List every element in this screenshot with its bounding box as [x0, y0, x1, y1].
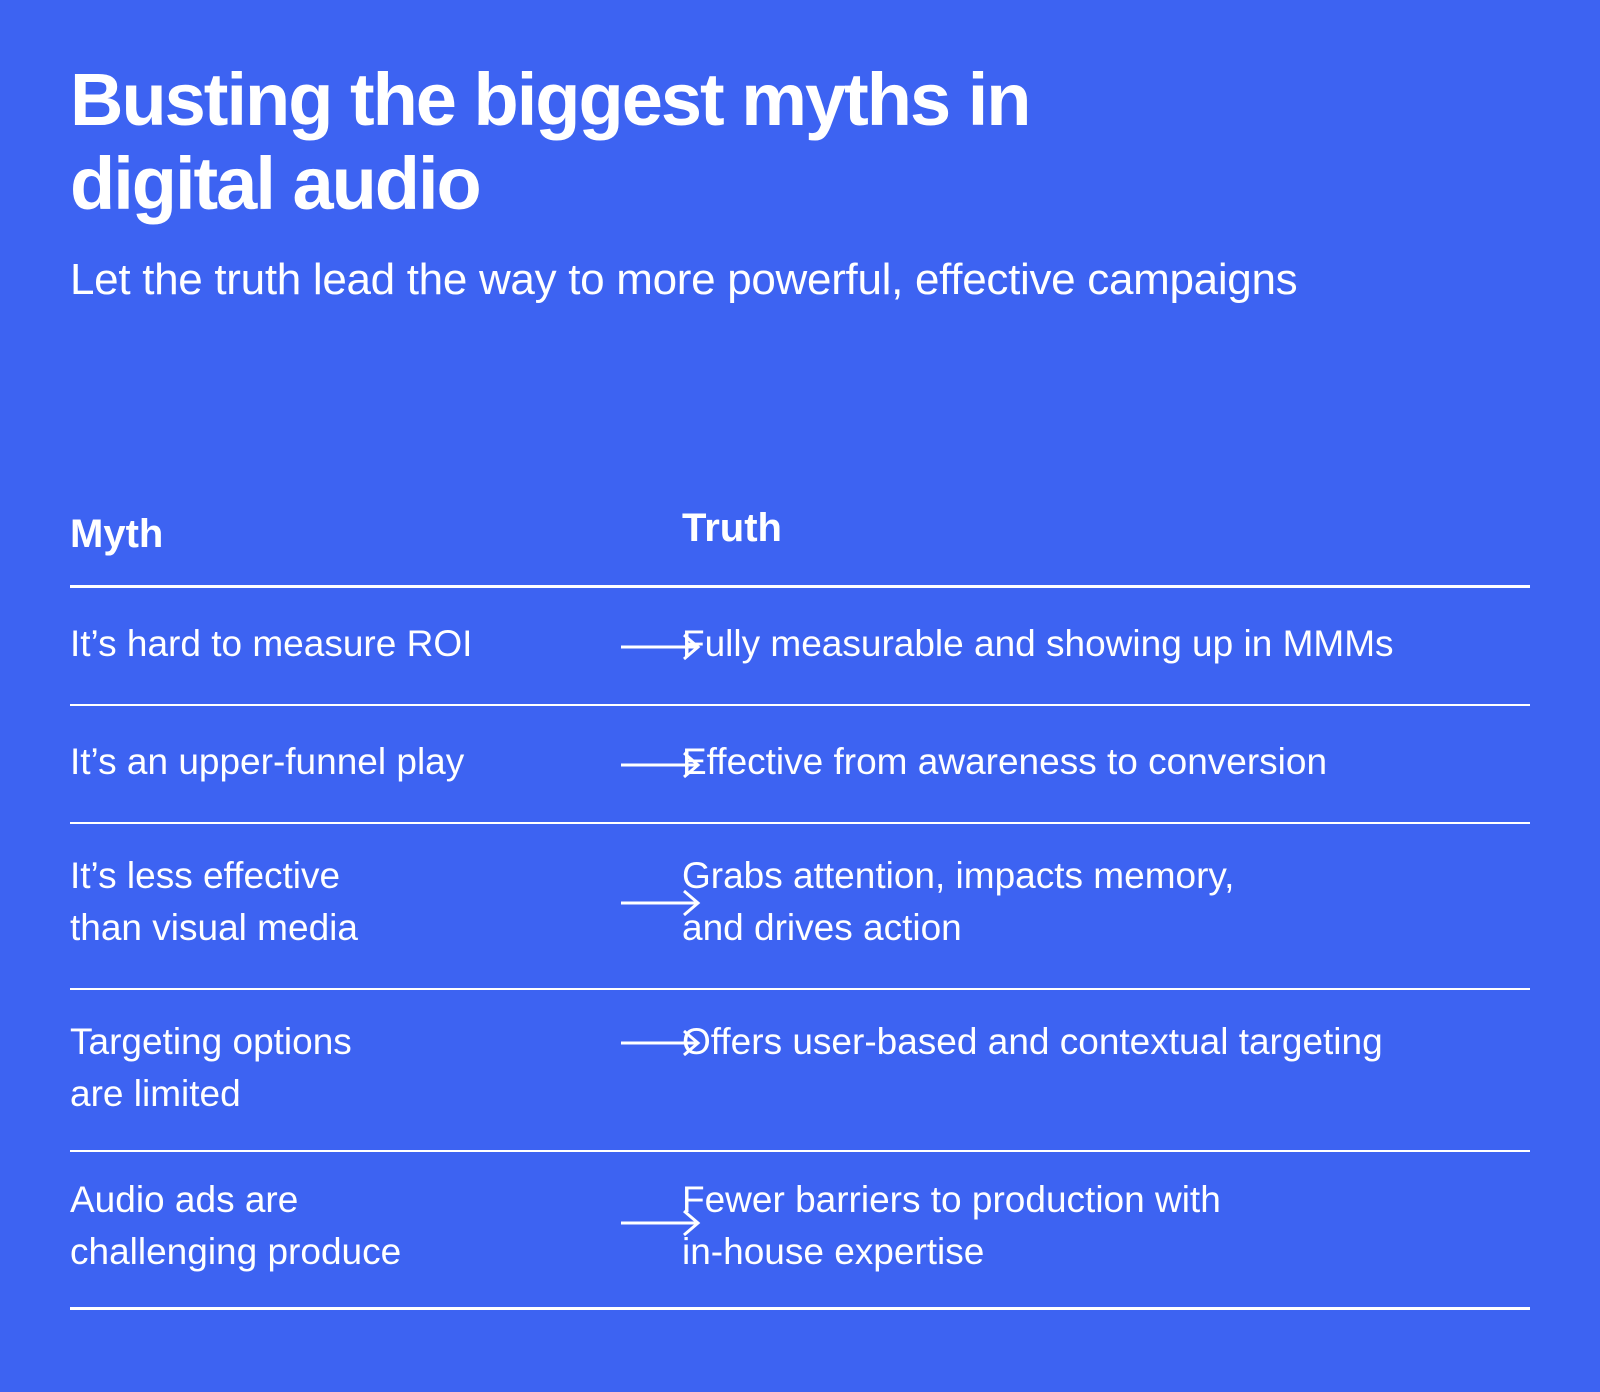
myth-cell: Targeting options are limited — [70, 1021, 352, 1114]
truth-cell: Grabs attention, impacts memory, and dri… — [682, 855, 1235, 948]
long-right-arrow-icon — [620, 750, 702, 780]
long-right-arrow-icon — [620, 1028, 702, 1058]
table-row: Audio ads are challenging produce Fewer … — [70, 1152, 1530, 1310]
myth-cell: It’s an upper-funnel play — [70, 741, 465, 782]
column-header-truth: Truth — [682, 506, 782, 550]
truth-cell: Fully measurable and showing up in MMMs — [682, 623, 1394, 664]
table-row: It’s an upper-funnel play Effective from… — [70, 706, 1530, 824]
long-right-arrow-icon — [620, 1208, 702, 1238]
table-row: It’s hard to measure ROI Fully measurabl… — [70, 588, 1530, 706]
long-right-arrow-icon — [620, 632, 702, 662]
truth-cell: Fewer barriers to production with in-hou… — [682, 1179, 1221, 1272]
page-subtitle: Let the truth lead the way to more power… — [70, 255, 1298, 304]
long-right-arrow-icon — [620, 888, 702, 918]
myth-cell: Audio ads are challenging produce — [70, 1179, 402, 1272]
column-header-myth: Myth — [70, 512, 164, 556]
table-header: Myth Truth — [70, 448, 1530, 588]
truth-cell: Offers user-based and contextual targeti… — [682, 1021, 1383, 1062]
table-row: Targeting options are limited Offers use… — [70, 990, 1530, 1152]
myth-cell: It’s less effective than visual media — [70, 855, 358, 948]
table-row: It’s less effective than visual media Gr… — [70, 824, 1530, 990]
page-title: Busting the biggest myths in digital aud… — [70, 58, 1031, 225]
myth-cell: It’s hard to measure ROI — [70, 623, 473, 664]
myth-truth-table: Myth Truth It’s hard to measure ROI Full… — [70, 448, 1530, 1310]
infographic: Busting the biggest myths in digital aud… — [70, 58, 1530, 1310]
truth-cell: Effective from awareness to conversion — [682, 741, 1328, 782]
